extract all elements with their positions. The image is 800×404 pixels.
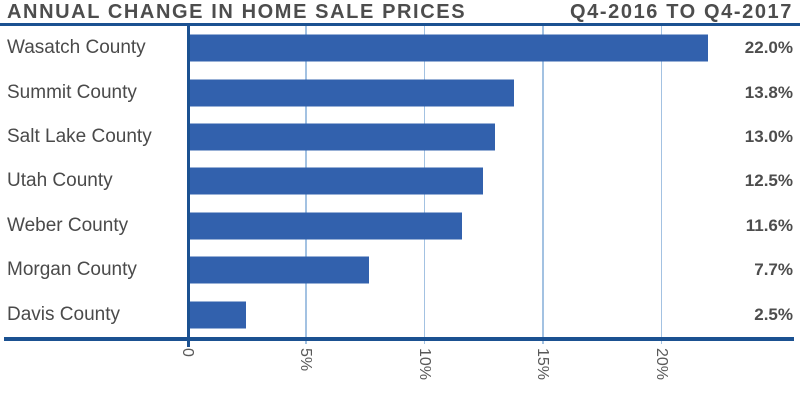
value-label: 13.8%: [744, 82, 793, 102]
chart-subtitle: Q4-2016 TO Q4-2017: [570, 1, 793, 23]
bar: [187, 123, 495, 151]
gridline: [660, 26, 663, 344]
category-label: Wasatch County: [7, 37, 146, 59]
category-label: Summit County: [7, 81, 137, 103]
bar-row: Salt Lake County 13.0%: [0, 115, 800, 159]
x-tick-label: 15%: [534, 348, 552, 381]
bar: [187, 34, 709, 62]
bar-track: [187, 293, 791, 337]
gridline: [542, 26, 544, 344]
bar: [187, 256, 370, 284]
x-axis-line: [4, 337, 794, 341]
bar-row: Summit County 13.8%: [0, 70, 800, 114]
bar-track: [187, 70, 791, 114]
value-label: 22.0%: [744, 38, 793, 58]
value-label: 13.0%: [744, 127, 793, 147]
category-label: Davis County: [7, 303, 120, 325]
bar: [187, 79, 514, 107]
bar-row: Wasatch County 22.0%: [0, 26, 800, 70]
category-label: Salt Lake County: [7, 126, 152, 148]
bar-row: Utah County 12.5%: [0, 159, 800, 203]
bar: [187, 167, 484, 195]
bar-track: [187, 115, 791, 159]
value-label: 2.5%: [754, 304, 793, 324]
bar-track: [187, 248, 791, 292]
x-tick-label: 5%: [297, 348, 315, 372]
chart-header: ANNUAL CHANGE IN HOME SALE PRICES Q4-201…: [0, 0, 800, 26]
bar-track: [187, 26, 791, 70]
category-label: Morgan County: [7, 259, 137, 281]
x-tick-label: 10%: [415, 348, 433, 381]
plot-area: Wasatch County 22.0% Summit County 13.8% Sal…: [0, 26, 800, 380]
chart-title: ANNUAL CHANGE IN HOME SALE PRICES: [7, 1, 467, 23]
value-label: 11.6%: [745, 215, 793, 235]
x-tick-label: 0: [179, 348, 196, 357]
category-label: Utah County: [7, 170, 113, 192]
bar: [187, 212, 462, 240]
bar-row: Davis County 2.5%: [0, 293, 800, 337]
bar-row: Weber County 11.6%: [0, 204, 800, 248]
bar: [187, 301, 247, 329]
bar-track: [187, 159, 791, 203]
category-label: Weber County: [7, 214, 129, 236]
y-axis-line: [187, 26, 190, 347]
bar-row: Morgan County 7.7%: [0, 248, 800, 292]
x-tick-label: 20%: [652, 348, 670, 381]
value-label: 7.7%: [754, 260, 793, 280]
bar-track: [187, 204, 791, 248]
bar-rows: Wasatch County 22.0% Summit County 13.8% Sal…: [0, 26, 800, 337]
value-label: 12.5%: [744, 171, 793, 191]
